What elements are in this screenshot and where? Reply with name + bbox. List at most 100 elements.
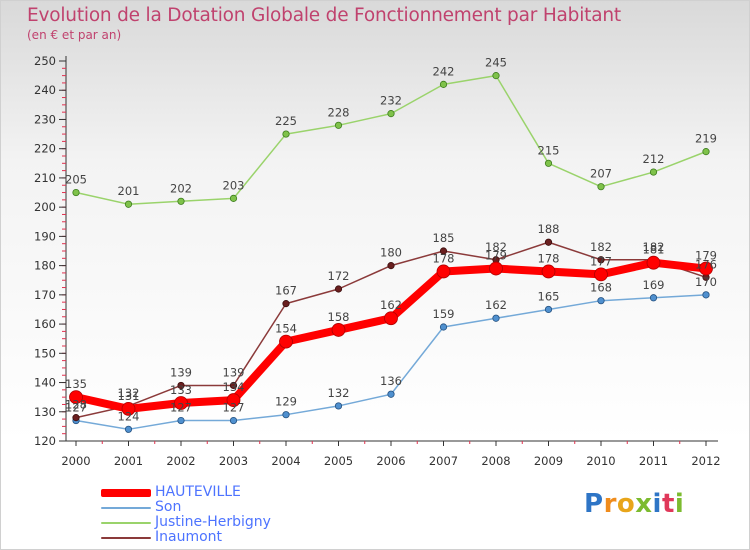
data-label-justine-herbigny: 212: [643, 152, 665, 166]
data-point-son: [597, 297, 605, 305]
data-label-inaumont: 172: [328, 269, 350, 283]
y-tick-label: 140: [34, 376, 56, 390]
data-label-son: 165: [538, 289, 560, 303]
chart-title: Evolution de la Dotation Globale de Fonc…: [27, 5, 621, 26]
x-tick-label: 2011: [639, 454, 668, 468]
data-label-hauteville: 179: [485, 249, 507, 263]
data-label-justine-herbigny: 228: [328, 105, 350, 119]
data-point-son: [282, 411, 290, 419]
data-point-inaumont: [177, 381, 185, 390]
data-point-hauteville: [699, 261, 713, 276]
data-point-son: [492, 314, 500, 322]
data-label-inaumont: 182: [485, 240, 507, 254]
x-tick-label: 2001: [114, 454, 143, 468]
data-point-hauteville: [384, 311, 398, 326]
data-point-justine-herbigny: [229, 194, 238, 202]
data-point-inaumont: [334, 285, 343, 293]
data-point-son: [649, 294, 658, 302]
x-tick-label: 2006: [376, 454, 405, 468]
y-tick-label: 180: [34, 259, 56, 273]
data-label-son: 159: [433, 307, 455, 321]
data-label-son: 127: [223, 401, 245, 415]
chart-subtitle: (en € et par an): [27, 28, 122, 42]
y-tick-label: 190: [34, 229, 56, 243]
data-label-son: 127: [65, 401, 87, 415]
data-point-son: [229, 416, 238, 425]
data-point-son: [177, 416, 185, 425]
data-point-justine-herbigny: [72, 188, 80, 197]
logo-letter: t: [661, 489, 675, 519]
legend-swatch: [101, 489, 151, 497]
data-point-inaumont: [597, 256, 605, 264]
data-label-inaumont: 176: [695, 257, 717, 271]
data-point-son: [124, 425, 133, 433]
data-label-hauteville: 177: [590, 254, 612, 268]
data-point-inaumont: [439, 247, 448, 255]
data-point-justine-herbigny: [544, 159, 553, 167]
x-tick-label: 2009: [534, 454, 563, 468]
data-label-justine-herbigny: 232: [380, 94, 402, 108]
data-label-inaumont: 167: [275, 284, 297, 298]
data-label-justine-herbigny: 201: [118, 184, 140, 198]
data-label-justine-herbigny: 203: [223, 178, 245, 192]
legend-label: Justine-Herbigny: [155, 514, 271, 530]
data-point-inaumont: [229, 381, 238, 390]
data-label-son: 127: [170, 401, 192, 415]
data-point-justine-herbigny: [439, 80, 448, 88]
line-chart: 120 130 140 150 160 170 180 190 200 210 220 230 240 2…: [34, 54, 721, 468]
legend-label: HAUTEVILLE: [155, 484, 241, 500]
data-label-hauteville: 179: [695, 249, 717, 263]
data-point-justine-herbigny: [124, 200, 133, 208]
data-point-son: [544, 305, 553, 314]
x-tick-label: 2010: [586, 454, 615, 468]
data-label-son: 129: [275, 395, 297, 409]
data-label-justine-herbigny: 202: [170, 181, 192, 195]
data-label-inaumont: 182: [590, 240, 612, 254]
proxiti-logo: Proxiti: [584, 489, 684, 519]
x-tick-label: 2005: [324, 454, 353, 468]
data-point-justine-herbigny: [492, 72, 500, 80]
y-tick-label: 230: [34, 112, 56, 126]
data-label-hauteville: 158: [328, 310, 350, 324]
data-label-son: 124: [118, 409, 140, 423]
data-point-hauteville: [226, 393, 241, 407]
data-point-son: [387, 390, 395, 398]
logo-letter: i: [674, 489, 685, 519]
legend-swatch: [101, 522, 151, 524]
data-label-son: 136: [380, 374, 402, 388]
legend-swatch: [101, 507, 151, 509]
data-label-inaumont: 132: [118, 386, 140, 400]
data-point-hauteville: [331, 323, 346, 337]
y-tick-label: 160: [34, 317, 56, 331]
data-label-hauteville: 133: [170, 383, 192, 397]
x-tick-label: 2003: [219, 454, 248, 468]
data-label-son: 132: [328, 386, 350, 400]
data-point-justine-herbigny: [334, 121, 343, 129]
data-label-hauteville: 131: [118, 389, 140, 403]
x-tick-label: 2002: [166, 454, 195, 468]
y-tick-label: 150: [34, 346, 56, 360]
data-point-inaumont: [387, 262, 395, 270]
y-tick-label: 210: [34, 171, 56, 185]
data-point-inaumont: [72, 414, 80, 422]
data-label-hauteville: 178: [538, 251, 560, 265]
data-point-hauteville: [121, 401, 136, 416]
data-point-justine-herbigny: [597, 183, 605, 191]
data-point-hauteville: [541, 264, 556, 279]
data-point-justine-herbigny: [282, 130, 290, 138]
logo-letter: o: [616, 489, 636, 519]
data-point-hauteville: [594, 267, 608, 282]
data-point-son: [334, 402, 343, 410]
data-label-justine-herbigny: 225: [275, 114, 297, 128]
x-tick-label: 2004: [271, 454, 300, 468]
data-label-justine-herbigny: 219: [695, 132, 717, 146]
data-label-hauteville: 162: [380, 298, 402, 312]
data-label-hauteville: 178: [433, 251, 455, 265]
data-label-son: 169: [643, 278, 665, 292]
data-label-son: 162: [485, 298, 507, 312]
y-tick-label: 130: [34, 405, 56, 419]
y-tick-label: 200: [34, 200, 56, 214]
data-label-hauteville: 181: [643, 243, 665, 257]
data-label-inaumont: 128: [65, 398, 87, 412]
